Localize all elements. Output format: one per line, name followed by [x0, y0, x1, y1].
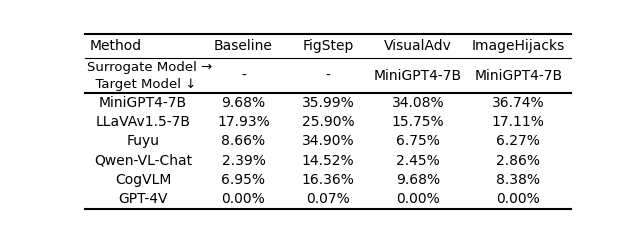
- Text: Fuyu: Fuyu: [127, 134, 159, 148]
- Text: VisualAdv: VisualAdv: [384, 39, 452, 53]
- Text: 2.45%: 2.45%: [396, 154, 440, 168]
- Text: 0.00%: 0.00%: [221, 192, 266, 206]
- Text: Baseline: Baseline: [214, 39, 273, 53]
- Text: Qwen-VL-Chat: Qwen-VL-Chat: [94, 154, 192, 168]
- Text: 6.95%: 6.95%: [221, 173, 266, 187]
- Text: 9.68%: 9.68%: [221, 96, 266, 110]
- Text: 14.52%: 14.52%: [301, 154, 355, 168]
- Text: 34.08%: 34.08%: [392, 96, 444, 110]
- Text: 36.74%: 36.74%: [492, 96, 545, 110]
- Text: 6.27%: 6.27%: [496, 134, 540, 148]
- Text: Method: Method: [90, 39, 142, 53]
- Text: 0.00%: 0.00%: [396, 192, 440, 206]
- Text: 0.00%: 0.00%: [497, 192, 540, 206]
- Text: 17.93%: 17.93%: [217, 115, 270, 129]
- Text: FigStep: FigStep: [302, 39, 354, 53]
- Text: 15.75%: 15.75%: [392, 115, 444, 129]
- Text: MiniGPT4-7B: MiniGPT4-7B: [99, 96, 187, 110]
- Text: ImageHijacks: ImageHijacks: [472, 39, 565, 53]
- Text: 16.36%: 16.36%: [301, 173, 355, 187]
- Text: 8.66%: 8.66%: [221, 134, 266, 148]
- Text: 2.86%: 2.86%: [496, 154, 540, 168]
- Text: 0.07%: 0.07%: [306, 192, 350, 206]
- Text: MiniGPT4-7B: MiniGPT4-7B: [474, 69, 563, 83]
- Text: 35.99%: 35.99%: [301, 96, 355, 110]
- Text: 9.68%: 9.68%: [396, 173, 440, 187]
- Text: MiniGPT4-7B: MiniGPT4-7B: [374, 69, 462, 83]
- Text: Surrogate Model →
  Target Model ↓: Surrogate Model → Target Model ↓: [88, 61, 212, 91]
- Text: 8.38%: 8.38%: [496, 173, 540, 187]
- Text: 2.39%: 2.39%: [221, 154, 266, 168]
- Text: CogVLM: CogVLM: [115, 173, 172, 187]
- Text: -: -: [241, 69, 246, 83]
- Text: LLaVAv1.5-7B: LLaVAv1.5-7B: [95, 115, 191, 129]
- Text: GPT-4V: GPT-4V: [118, 192, 168, 206]
- Text: 17.11%: 17.11%: [492, 115, 545, 129]
- Text: 25.90%: 25.90%: [301, 115, 355, 129]
- Text: 34.90%: 34.90%: [301, 134, 355, 148]
- Text: 6.75%: 6.75%: [396, 134, 440, 148]
- Text: -: -: [326, 69, 330, 83]
